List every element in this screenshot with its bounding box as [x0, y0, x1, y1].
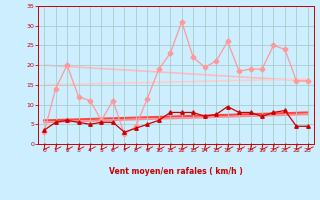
X-axis label: Vent moyen/en rafales ( km/h ): Vent moyen/en rafales ( km/h )	[109, 167, 243, 176]
